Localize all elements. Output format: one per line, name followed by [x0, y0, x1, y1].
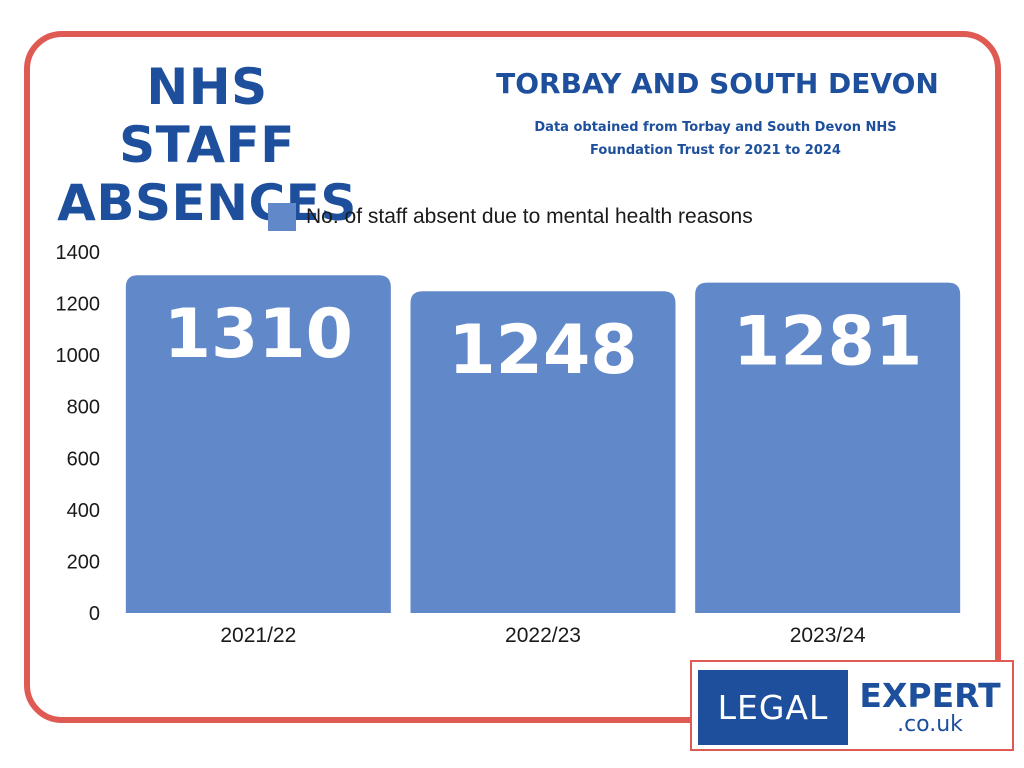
legend-label: No. of staff absent due to mental health… [306, 205, 753, 228]
source-note-line-2: Foundation Trust for 2021 to 2024 [590, 143, 841, 158]
main-title: NHS STAFF ABSENCES [52, 58, 362, 232]
y-tick-label: 1400 [56, 242, 101, 264]
y-tick-label: 600 [67, 448, 100, 470]
bar-data-label: 1310 [164, 295, 353, 374]
logo-legal-block: LEGAL [698, 670, 848, 745]
y-tick-label: 0 [89, 603, 100, 625]
legal-expert-logo: LEGAL EXPERT .co.uk [690, 660, 1014, 751]
y-tick-label: 1000 [56, 345, 101, 367]
main-title-line-2: ABSENCES [57, 174, 357, 232]
subtitle: TORBAY AND SOUTH DEVON [496, 67, 939, 100]
x-tick-label: 2022/23 [505, 624, 581, 647]
y-tick-label: 1200 [56, 294, 101, 316]
chart-legend: No. of staff absent due to mental health… [268, 202, 753, 232]
x-tick-label: 2021/22 [220, 624, 296, 647]
bar-2021-22 [125, 275, 391, 613]
legend-swatch [268, 203, 296, 231]
x-tick-label: 2023/24 [790, 624, 866, 647]
bar-2023-24 [695, 282, 961, 613]
logo-expert-block: EXPERT .co.uk [852, 678, 1008, 736]
main-title-line-1: NHS STAFF [119, 58, 295, 174]
y-tick-label: 400 [67, 500, 100, 522]
bar-data-label: 1281 [733, 303, 922, 382]
logo-legal-text: LEGAL [717, 688, 829, 727]
bar-data-label: 1248 [448, 311, 637, 390]
y-tick-label: 800 [67, 397, 100, 419]
logo-domain-text: .co.uk [897, 712, 963, 737]
source-note: Data obtained from Torbay and South Devo… [503, 116, 928, 162]
bar-2022-23 [410, 291, 676, 613]
source-note-line-1: Data obtained from Torbay and South Devo… [534, 120, 897, 135]
logo-expert-text: EXPERT [859, 676, 1001, 715]
y-tick-label: 200 [67, 551, 100, 573]
